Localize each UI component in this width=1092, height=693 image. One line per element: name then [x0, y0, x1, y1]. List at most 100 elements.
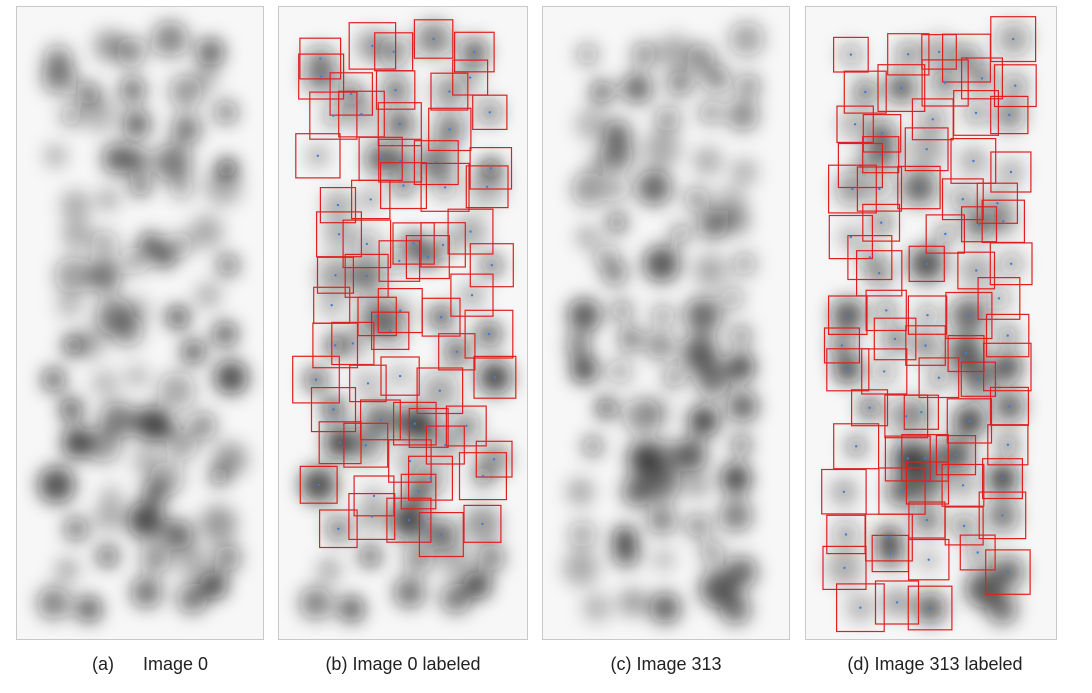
center-point: [334, 274, 337, 277]
center-point: [868, 256, 872, 259]
center-point: [371, 44, 374, 48]
center-point: [379, 418, 382, 422]
center-point: [1012, 37, 1015, 41]
center-point: [439, 316, 443, 319]
bounding-box: [935, 435, 977, 476]
blob: [129, 174, 152, 197]
blob: [214, 360, 249, 395]
bounding-box: [993, 64, 1037, 108]
caption-letter: (b): [325, 654, 348, 674]
bounding-box: [388, 439, 432, 483]
center-point: [413, 422, 417, 425]
blob: [684, 186, 710, 212]
blob: [654, 106, 681, 133]
center-point: [926, 314, 929, 317]
center-point: [976, 551, 979, 554]
bounding-box: [315, 211, 362, 258]
bounding-box: [405, 235, 450, 280]
bounding-box: [850, 389, 889, 427]
center-point: [943, 81, 947, 85]
center-point: [332, 114, 335, 117]
bounding-box: [908, 245, 945, 283]
center-point: [925, 148, 928, 151]
center-point: [923, 456, 927, 460]
blob: [478, 544, 505, 571]
center-point: [365, 274, 368, 278]
blob: [673, 438, 707, 472]
bounding-box: [877, 64, 926, 113]
bounding-box: [392, 222, 435, 265]
center-point: [962, 524, 966, 528]
bounding-box: [903, 394, 940, 430]
blob: [204, 167, 243, 206]
bounding-box: [418, 512, 464, 558]
panel-b-image: [278, 6, 528, 640]
bounding-box: [921, 34, 957, 70]
blob: [653, 549, 675, 571]
bounding-box: [450, 273, 494, 317]
bounding-box: [833, 36, 869, 73]
center-point: [389, 329, 392, 332]
blob: [38, 466, 75, 504]
bounding-box: [379, 162, 427, 210]
blob: [163, 519, 193, 550]
center-point: [855, 445, 858, 448]
blob: [85, 427, 121, 463]
blob: [647, 505, 677, 535]
center-point: [900, 86, 903, 90]
bounding-box: [353, 475, 395, 517]
bounding-box: [945, 291, 993, 340]
blob: [44, 144, 67, 168]
bounding-box: [982, 458, 1024, 500]
bounding-box: [826, 348, 870, 392]
center-point: [977, 223, 981, 226]
blob: [60, 104, 83, 127]
center-point: [883, 370, 886, 373]
bounding-box: [430, 72, 469, 111]
blob-image: [543, 7, 789, 639]
blob: [685, 473, 709, 497]
center-point: [369, 198, 372, 201]
center-point: [844, 533, 848, 536]
blob: [667, 70, 693, 96]
bounding-box: [329, 72, 373, 116]
bounding-box: [299, 37, 342, 80]
bounding-box: [990, 16, 1037, 63]
blob: [100, 485, 122, 507]
bounding-box: [985, 549, 1031, 595]
center-point: [350, 92, 353, 96]
center-point: [314, 378, 318, 381]
blob: [75, 595, 102, 623]
bounding-box: [416, 367, 464, 415]
panel-c-image: [542, 6, 790, 640]
blob-field: [563, 21, 765, 625]
bounding-box: [823, 327, 861, 364]
center-point: [399, 159, 402, 162]
bounding-box: [438, 333, 476, 371]
center-point: [402, 184, 405, 187]
blob: [737, 74, 761, 98]
bounding-box: [380, 356, 420, 396]
center-point: [997, 297, 1001, 300]
center-point: [868, 406, 871, 409]
center-point: [407, 519, 411, 522]
blob: [612, 540, 640, 567]
center-point: [455, 350, 458, 353]
blob: [621, 72, 653, 104]
bounding-box: [298, 53, 345, 100]
center-point: [392, 50, 395, 53]
bounding-box: [921, 59, 969, 107]
bounding-box: [960, 361, 997, 397]
blob: [440, 583, 471, 614]
blob: [723, 207, 751, 235]
bounding-box: [428, 107, 472, 152]
caption-c: (c) Image 313: [586, 654, 746, 675]
bounding-box: [331, 321, 375, 366]
bounding-box: [299, 465, 338, 504]
center-point: [849, 235, 852, 239]
blob: [568, 520, 597, 549]
center-point: [469, 230, 472, 233]
blob: [213, 100, 239, 125]
bounding-box: [377, 102, 422, 147]
bounding-box: [292, 355, 340, 404]
